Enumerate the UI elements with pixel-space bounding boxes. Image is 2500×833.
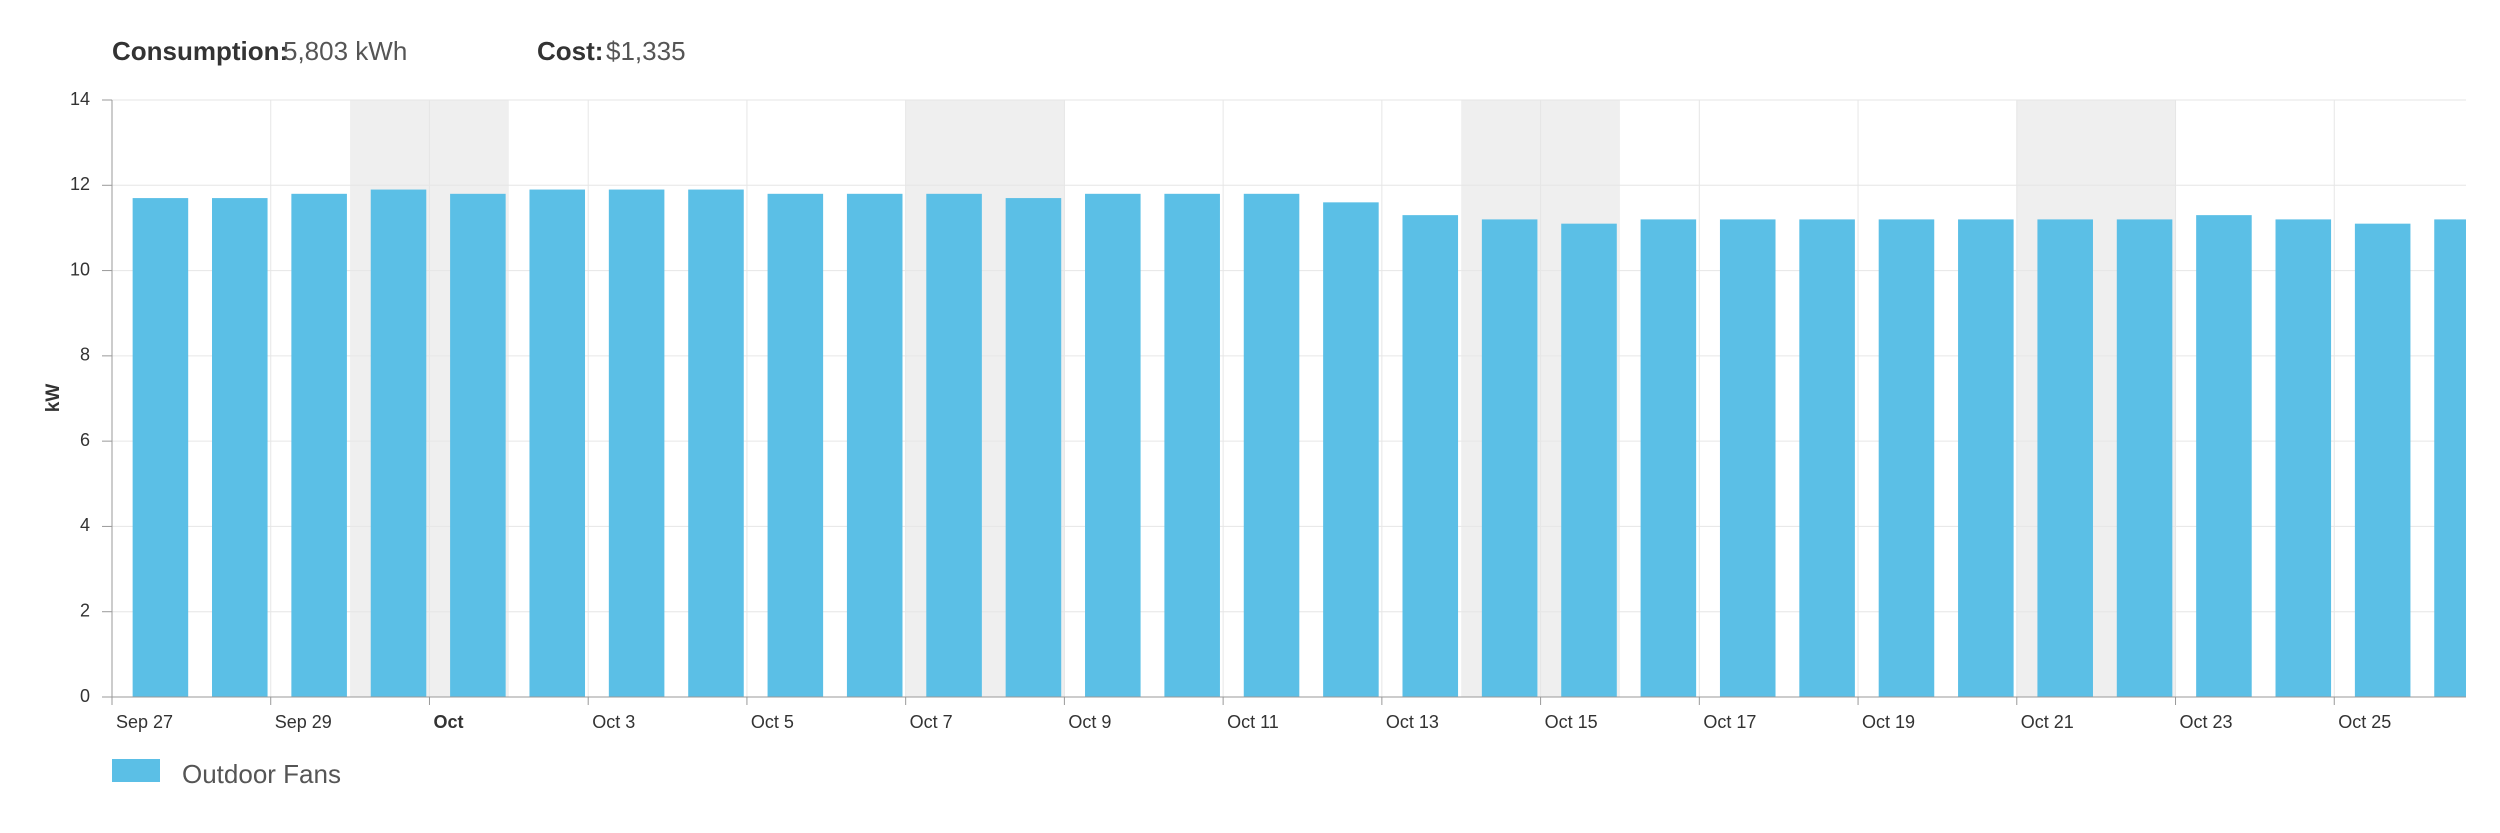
- bar: [1402, 215, 1459, 697]
- y-tick-label: 2: [80, 600, 90, 620]
- bar: [1164, 193, 1220, 698]
- y-tick-label: 12: [70, 174, 90, 194]
- bar: [450, 193, 506, 698]
- bar: [1958, 219, 2014, 697]
- x-tick-label: Oct 11: [1227, 712, 1279, 732]
- bar: [1719, 219, 1776, 697]
- bar: [132, 198, 189, 698]
- x-tick-label: Oct 3: [592, 712, 635, 732]
- bar: [2354, 223, 2411, 697]
- cost-label: Cost:: [537, 36, 603, 66]
- x-tick-label: Oct 17: [1703, 712, 1756, 732]
- x-tick-label: Oct 7: [910, 712, 953, 732]
- y-tick-label: 14: [70, 89, 90, 109]
- bar: [1561, 223, 1617, 697]
- bar: [1005, 198, 1062, 698]
- bar: [1481, 219, 1538, 697]
- x-tick-label: Oct 23: [2180, 712, 2233, 732]
- legend-label: Outdoor Fans: [182, 759, 341, 789]
- bar: [1323, 202, 1379, 698]
- y-tick-label: 10: [70, 259, 90, 279]
- bar: [2434, 219, 2466, 697]
- cost-value: $1,335: [606, 36, 686, 66]
- bar: [846, 193, 903, 698]
- x-tick-label: Oct 15: [1545, 712, 1598, 732]
- bar: [1085, 193, 1141, 698]
- x-tick-label: Sep 29: [275, 712, 332, 732]
- x-tick-label: Oct: [433, 712, 463, 732]
- bar: [1243, 193, 1300, 698]
- x-tick-label: Oct 13: [1386, 712, 1439, 732]
- y-tick-label: 4: [80, 515, 90, 535]
- bar: [370, 189, 427, 698]
- bar: [1878, 219, 1935, 697]
- bar: [1799, 219, 1855, 697]
- y-tick-label: 0: [80, 686, 90, 706]
- x-tick-label: Oct 25: [2338, 712, 2391, 732]
- x-tick-label: Oct 9: [1068, 712, 1111, 732]
- bar: [2116, 219, 2173, 697]
- x-tick-label: Sep 27: [116, 712, 173, 732]
- consumption-label: Consumption:: [112, 36, 288, 66]
- bar: [926, 193, 982, 698]
- y-tick-label: 6: [80, 430, 90, 450]
- consumption-value: 5,803 kWh: [283, 36, 407, 66]
- bar: [2037, 219, 2093, 697]
- y-tick-label: 8: [80, 345, 90, 365]
- bar: [212, 198, 268, 698]
- bar: [2275, 219, 2332, 697]
- bar: [529, 189, 586, 698]
- x-tick-label: Oct 5: [751, 712, 794, 732]
- bar: [767, 193, 824, 698]
- x-tick-label: Oct 19: [1862, 712, 1915, 732]
- bar: [688, 189, 744, 698]
- legend-swatch: [112, 759, 160, 782]
- bar: [1640, 219, 1697, 697]
- bar: [291, 193, 347, 698]
- y-axis-label: kW: [43, 384, 64, 413]
- bar: [608, 189, 665, 698]
- bar: [2196, 215, 2252, 697]
- x-tick-label: Oct 21: [2021, 712, 2074, 732]
